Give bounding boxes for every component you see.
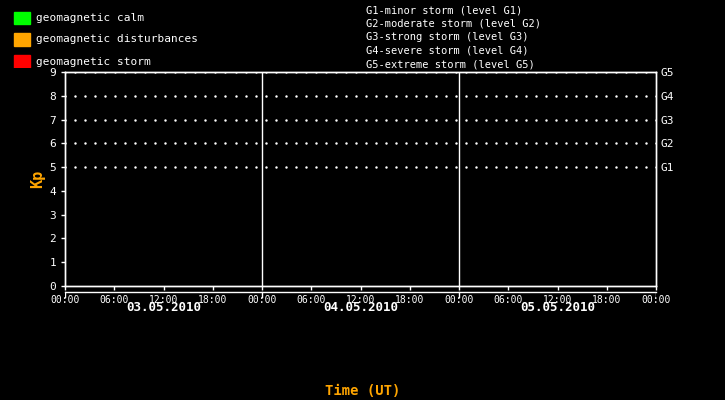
- Bar: [14, 33, 30, 46]
- Text: 05.05.2010: 05.05.2010: [520, 301, 595, 314]
- Text: geomagnetic disturbances: geomagnetic disturbances: [36, 34, 198, 44]
- Y-axis label: Kp: Kp: [30, 170, 45, 188]
- Text: G4-severe storm (level G4): G4-severe storm (level G4): [366, 46, 529, 56]
- Text: G1-minor storm (level G1): G1-minor storm (level G1): [366, 5, 522, 15]
- Text: G2-moderate storm (level G2): G2-moderate storm (level G2): [366, 19, 541, 29]
- Text: 04.05.2010: 04.05.2010: [323, 301, 398, 314]
- Text: geomagnetic storm: geomagnetic storm: [36, 57, 150, 67]
- Text: G5-extreme storm (level G5): G5-extreme storm (level G5): [366, 59, 535, 69]
- Text: G3-strong storm (level G3): G3-strong storm (level G3): [366, 32, 529, 42]
- Bar: [14, 12, 30, 24]
- Bar: [14, 55, 30, 68]
- Text: 03.05.2010: 03.05.2010: [126, 301, 202, 314]
- Text: geomagnetic calm: geomagnetic calm: [36, 13, 144, 23]
- Text: Time (UT): Time (UT): [325, 384, 400, 398]
